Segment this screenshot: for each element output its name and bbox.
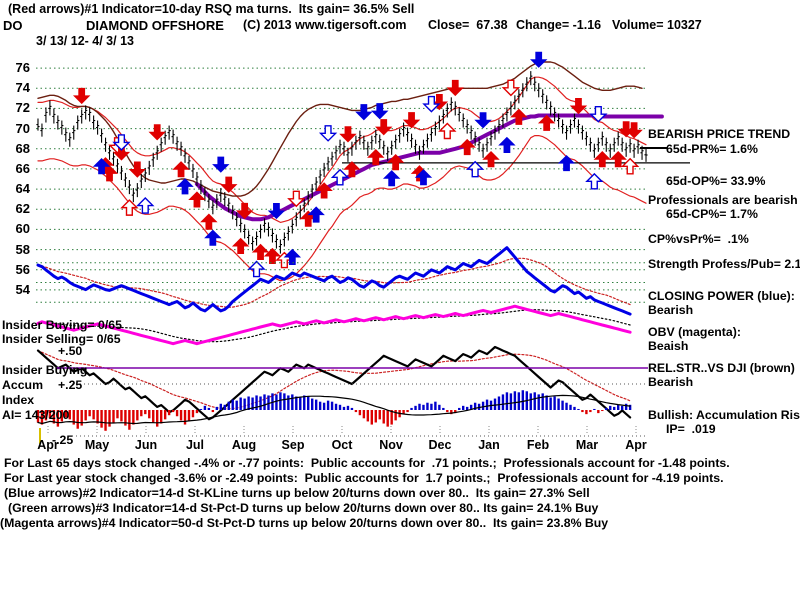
professionals-note: Professionals are bearish — [648, 193, 798, 207]
y-tick-label: 66 — [15, 160, 30, 176]
plus-twentyfive-label: +.25 — [58, 378, 83, 392]
pr-percent: 65d-PR%= 1.6% — [666, 142, 758, 156]
index-label: Index — [2, 393, 35, 407]
minus-twentyfive-label: -.25 — [52, 433, 74, 447]
month-tick-label: Nov — [379, 438, 403, 452]
volume-value: Volume= 10327 — [612, 18, 702, 32]
y-tick-label: 64 — [15, 181, 30, 197]
trend-title: BEARISH PRICE TREND — [648, 127, 791, 141]
close-price: Close= 67.38 — [428, 18, 508, 32]
accum-label: Accum — [2, 378, 44, 392]
y-tick-label: 76 — [15, 60, 30, 76]
price-change: Change= -1.16 — [516, 18, 602, 32]
y-tick-label: 68 — [15, 140, 30, 156]
relstr-state: Bearish — [648, 375, 694, 389]
insider-buying-label: Insider Buying — [2, 363, 88, 377]
closing-power-title: CLOSING POWER (blue): — [648, 289, 795, 303]
cp-percent: 65d-CP%= 1.7% — [666, 207, 758, 221]
footer-line-green-arrows: (Green arrows)#3 Indicator=14-d St-Pct-D… — [8, 501, 599, 515]
y-tick-label: 70 — [15, 120, 30, 136]
month-tick-label: May — [84, 438, 110, 452]
insider-selling-count: Insider Selling= 0/65 — [2, 332, 121, 346]
ai-value: AI= 143/200 — [2, 408, 70, 422]
month-tick-label: Dec — [428, 438, 452, 452]
date-range: 3/ 13/ 12- 4/ 3/ 13 — [36, 34, 134, 48]
month-tick-label: Sep — [281, 438, 305, 452]
y-tick-label: 58 — [15, 241, 30, 257]
insider-buying-count: Insider Buying= 0/65 — [2, 318, 122, 332]
month-tick-label: Jul — [185, 438, 205, 452]
month-tick-label: Mar — [575, 438, 599, 452]
obv-title: OBV (magenta): — [648, 325, 741, 339]
month-tick-label: Jun — [134, 438, 158, 452]
cp-vs-pr: CP%vsPr%= .1% — [648, 232, 749, 246]
y-tick-label: 74 — [15, 80, 30, 96]
footer-line-blue-arrows: (Blue arrows)#2 Indicator=14-d St-KLine … — [4, 486, 590, 500]
month-tick-label: Oct — [331, 438, 353, 452]
month-tick-label: Feb — [526, 438, 550, 452]
indicator-headline: (Red arrows)#1 Indicator=10-day RSQ ma t… — [8, 2, 415, 16]
month-tick-label: Apr — [37, 438, 59, 452]
relstr-title: REL.STR..VS DJI (brown) — [648, 361, 795, 375]
y-tick-label: 56 — [15, 261, 30, 277]
footer-line-magenta-arrows: (Magenta arrows)#4 Indicator=50-d St-Pct… — [0, 516, 609, 530]
plus-fifty-label: +.50 — [58, 344, 83, 358]
ticker-symbol: DO — [3, 18, 23, 33]
y-tick-label: 54 — [15, 281, 30, 297]
company-name: DIAMOND OFFSHORE — [86, 18, 224, 33]
y-tick-label: 60 — [15, 221, 30, 237]
footer-line-65days: For Last 65 days stock changed -.4% or -… — [4, 456, 730, 470]
accumulation-title: Bullish: Accumulation Risi — [648, 408, 800, 422]
strength-prof-pub: Strength Profess/Pub= 2.1 — [648, 257, 800, 271]
op-percent: 65d-OP%= 33.9% — [666, 174, 766, 188]
month-tick-label: Jan — [478, 438, 500, 452]
ip-value: IP= .019 — [666, 422, 716, 436]
y-tick-label: 72 — [15, 100, 30, 116]
closing-power-state: Bearish — [648, 303, 694, 317]
obv-state: Beaish — [648, 339, 689, 353]
month-tick-label: Aug — [231, 438, 257, 452]
y-tick-label: 62 — [15, 201, 30, 217]
copyright-notice: (C) 2013 www.tigersoft.com — [243, 18, 407, 32]
month-tick-label: Apr — [625, 438, 647, 452]
footer-line-lastyear: For Last year stock changed -3.6% or -2.… — [4, 471, 724, 485]
